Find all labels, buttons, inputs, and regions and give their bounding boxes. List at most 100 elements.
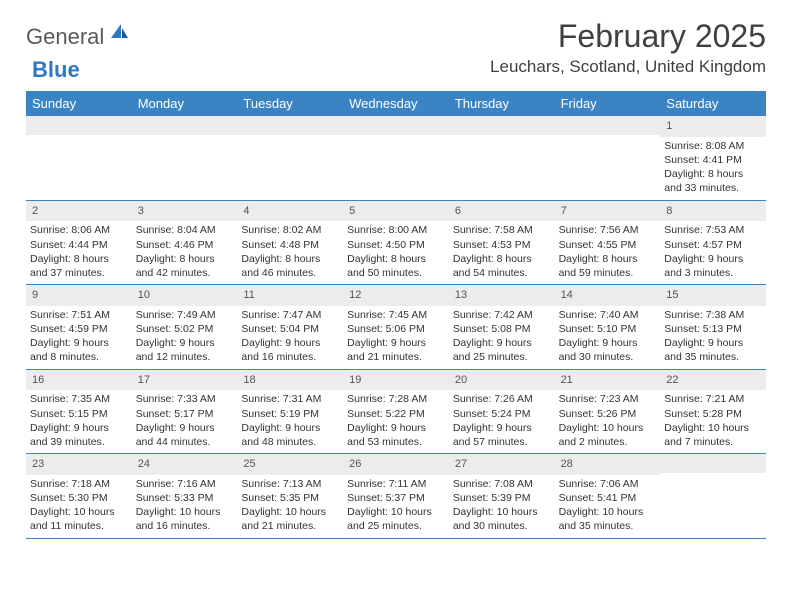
day-number: 14	[555, 285, 661, 306]
day-cell: 3Sunrise: 8:04 AMSunset: 4:46 PMDaylight…	[132, 201, 238, 285]
empty-cell	[26, 116, 132, 200]
calendar-row: 1 Sunrise: 8:08 AMSunset: 4:41 PMDaylight…	[26, 116, 766, 201]
day-number: 6	[449, 201, 555, 222]
sunset-text: Sunset: 4:48 PM	[241, 238, 339, 252]
month-title: February 2025	[490, 18, 766, 55]
day-cell: 1 Sunrise: 8:08 AMSunset: 4:41 PMDaylight…	[660, 116, 766, 200]
sunrise-text: Sunrise: 7:33 AM	[136, 392, 234, 406]
day-details: Sunrise: 8:00 AMSunset: 4:50 PMDaylight:…	[343, 223, 449, 284]
calendar: SundayMondayTuesdayWednesdayThursdayFrid…	[26, 91, 766, 539]
day-cell: 15Sunrise: 7:38 AMSunset: 5:13 PMDayligh…	[660, 285, 766, 369]
daylight-text: Daylight: 10 hours and 21 minutes.	[241, 505, 339, 533]
sunrise-text: Sunrise: 7:56 AM	[559, 223, 657, 237]
sunset-text: Sunset: 5:06 PM	[347, 322, 445, 336]
daylight-text: Daylight: 9 hours and 48 minutes.	[241, 421, 339, 449]
day-number: 25	[237, 454, 343, 475]
sunrise-text: Sunrise: 7:11 AM	[347, 477, 445, 491]
daylight-text: Daylight: 10 hours and 2 minutes.	[559, 421, 657, 449]
sunset-text: Sunset: 5:24 PM	[453, 407, 551, 421]
day-number: 5	[343, 201, 449, 222]
sunset-text: Sunset: 4:41 PM	[664, 153, 762, 167]
day-details: Sunrise: 7:56 AMSunset: 4:55 PMDaylight:…	[555, 223, 661, 284]
weekday-col: Saturday	[660, 91, 766, 116]
daylight-text: Daylight: 8 hours and 33 minutes.	[664, 167, 762, 195]
daylight-text: Daylight: 10 hours and 16 minutes.	[136, 505, 234, 533]
sunset-text: Sunset: 4:46 PM	[136, 238, 234, 252]
daylight-text: Daylight: 9 hours and 44 minutes.	[136, 421, 234, 449]
daylight-text: Daylight: 8 hours and 50 minutes.	[347, 252, 445, 280]
day-details: Sunrise: 7:06 AMSunset: 5:41 PMDaylight:…	[555, 477, 661, 538]
day-cell: 18Sunrise: 7:31 AMSunset: 5:19 PMDayligh…	[237, 370, 343, 454]
day-details: Sunrise: 7:47 AMSunset: 5:04 PMDaylight:…	[237, 308, 343, 369]
daylight-text: Daylight: 8 hours and 37 minutes.	[30, 252, 128, 280]
daylight-text: Daylight: 8 hours and 46 minutes.	[241, 252, 339, 280]
title-block: February 2025 Leuchars, Scotland, United…	[490, 18, 766, 77]
empty-cell	[343, 116, 449, 200]
sunrise-text: Sunrise: 7:16 AM	[136, 477, 234, 491]
logo: General	[26, 24, 131, 50]
sunset-text: Sunset: 5:33 PM	[136, 491, 234, 505]
sunrise-text: Sunrise: 7:38 AM	[664, 308, 762, 322]
day-cell: 8Sunrise: 7:53 AMSunset: 4:57 PMDaylight…	[660, 201, 766, 285]
logo-text-blue: Blue	[32, 57, 80, 83]
empty-cell	[555, 116, 661, 200]
day-details: Sunrise: 7:13 AMSunset: 5:35 PMDaylight:…	[237, 477, 343, 538]
daylight-text: Daylight: 9 hours and 25 minutes.	[453, 336, 551, 364]
sunset-text: Sunset: 5:41 PM	[559, 491, 657, 505]
day-details: Sunrise: 7:51 AMSunset: 4:59 PMDaylight:…	[26, 308, 132, 369]
day-cell: 22Sunrise: 7:21 AMSunset: 5:28 PMDayligh…	[660, 370, 766, 454]
day-details: Sunrise: 8:06 AMSunset: 4:44 PMDaylight:…	[26, 223, 132, 284]
day-cell: 19Sunrise: 7:28 AMSunset: 5:22 PMDayligh…	[343, 370, 449, 454]
daylight-text: Daylight: 9 hours and 39 minutes.	[30, 421, 128, 449]
day-number	[26, 116, 132, 135]
sunset-text: Sunset: 5:26 PM	[559, 407, 657, 421]
day-details: Sunrise: 7:33 AMSunset: 5:17 PMDaylight:…	[132, 392, 238, 453]
day-details: Sunrise: 7:16 AMSunset: 5:33 PMDaylight:…	[132, 477, 238, 538]
calendar-body: 1Sunrise: 8:08 AMSunset: 4:41 PMDaylight…	[26, 116, 766, 539]
sunset-text: Sunset: 4:57 PM	[664, 238, 762, 252]
weekday-header: SundayMondayTuesdayWednesdayThursdayFrid…	[26, 91, 766, 116]
sunset-text: Sunset: 5:08 PM	[453, 322, 551, 336]
day-details: Sunrise: 7:58 AMSunset: 4:53 PMDaylight:…	[449, 223, 555, 284]
day-details: Sunrise: 7:08 AMSunset: 5:39 PMDaylight:…	[449, 477, 555, 538]
sunset-text: Sunset: 5:04 PM	[241, 322, 339, 336]
day-number: 7	[555, 201, 661, 222]
day-details: Sunrise: 7:11 AMSunset: 5:37 PMDaylight:…	[343, 477, 449, 538]
day-number: 19	[343, 370, 449, 391]
day-number: 22	[660, 370, 766, 391]
day-cell: 12Sunrise: 7:45 AMSunset: 5:06 PMDayligh…	[343, 285, 449, 369]
day-number: 21	[555, 370, 661, 391]
empty-cell	[237, 116, 343, 200]
daylight-text: Daylight: 9 hours and 8 minutes.	[30, 336, 128, 364]
day-details: Sunrise: 7:38 AMSunset: 5:13 PMDaylight:…	[660, 308, 766, 369]
sunset-text: Sunset: 5:17 PM	[136, 407, 234, 421]
day-cell: 27Sunrise: 7:08 AMSunset: 5:39 PMDayligh…	[449, 454, 555, 538]
day-number: 1	[660, 116, 766, 137]
sunrise-text: Sunrise: 7:18 AM	[30, 477, 128, 491]
sunset-text: Sunset: 5:39 PM	[453, 491, 551, 505]
sunrise-text: Sunrise: 7:42 AM	[453, 308, 551, 322]
day-cell: 28Sunrise: 7:06 AMSunset: 5:41 PMDayligh…	[555, 454, 661, 538]
daylight-text: Daylight: 10 hours and 25 minutes.	[347, 505, 445, 533]
logo-sail-icon	[109, 22, 129, 45]
day-cell: 5Sunrise: 8:00 AMSunset: 4:50 PMDaylight…	[343, 201, 449, 285]
weekday-col: Wednesday	[343, 91, 449, 116]
daylight-text: Daylight: 9 hours and 21 minutes.	[347, 336, 445, 364]
sunrise-text: Sunrise: 8:08 AM	[664, 139, 762, 153]
day-cell: 9Sunrise: 7:51 AMSunset: 4:59 PMDaylight…	[26, 285, 132, 369]
day-cell: 20Sunrise: 7:26 AMSunset: 5:24 PMDayligh…	[449, 370, 555, 454]
calendar-row: 9Sunrise: 7:51 AMSunset: 4:59 PMDaylight…	[26, 285, 766, 370]
sunset-text: Sunset: 4:55 PM	[559, 238, 657, 252]
sunrise-text: Sunrise: 7:31 AM	[241, 392, 339, 406]
day-number: 3	[132, 201, 238, 222]
daylight-text: Daylight: 9 hours and 35 minutes.	[664, 336, 762, 364]
day-details: Sunrise: 7:53 AMSunset: 4:57 PMDaylight:…	[660, 223, 766, 284]
sunrise-text: Sunrise: 7:23 AM	[559, 392, 657, 406]
day-cell: 13Sunrise: 7:42 AMSunset: 5:08 PMDayligh…	[449, 285, 555, 369]
day-details: Sunrise: 7:26 AMSunset: 5:24 PMDaylight:…	[449, 392, 555, 453]
day-number: 11	[237, 285, 343, 306]
sunrise-text: Sunrise: 7:53 AM	[664, 223, 762, 237]
daylight-text: Daylight: 8 hours and 54 minutes.	[453, 252, 551, 280]
sunset-text: Sunset: 4:50 PM	[347, 238, 445, 252]
daylight-text: Daylight: 9 hours and 57 minutes.	[453, 421, 551, 449]
